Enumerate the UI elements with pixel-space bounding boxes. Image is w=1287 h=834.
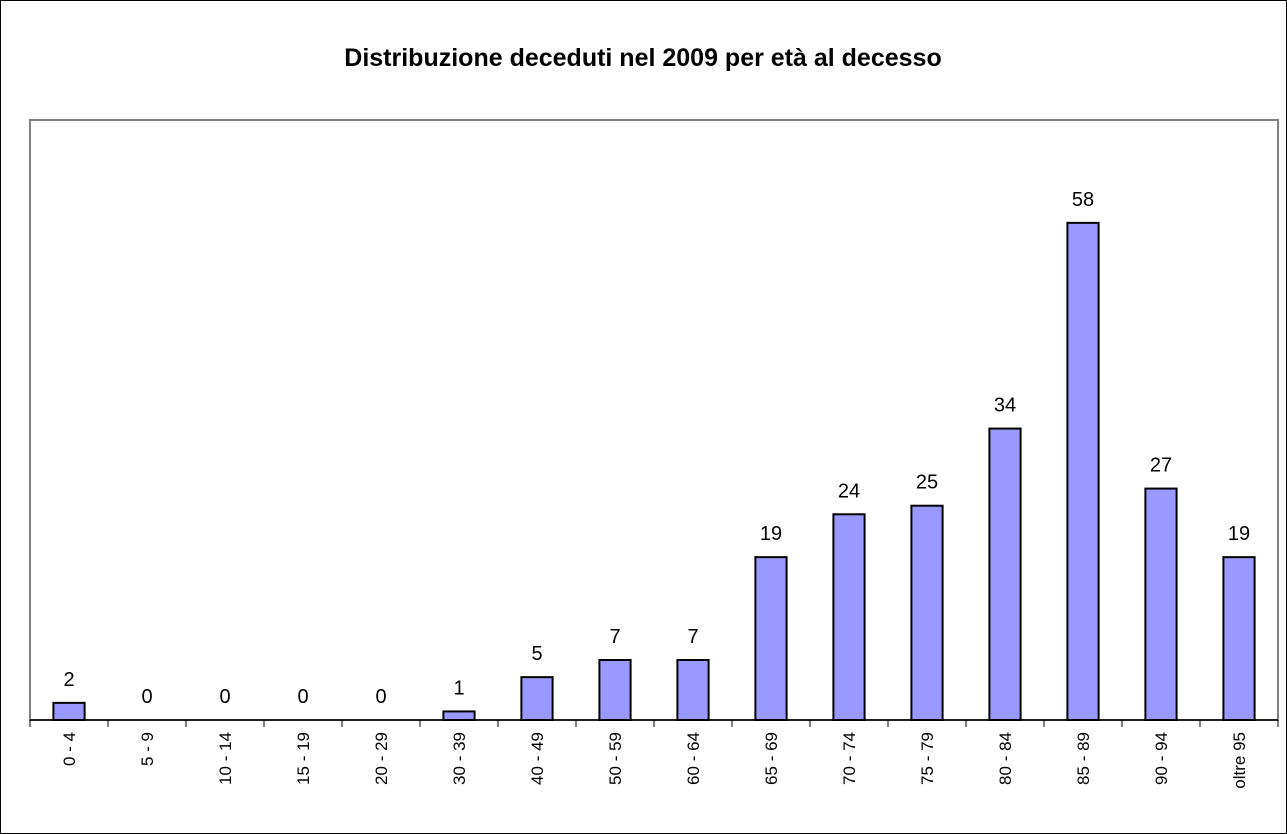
data-label: 19 [760,523,782,545]
x-tick-label: 50 - 59 [606,732,625,785]
data-label: 7 [687,626,698,648]
bar [1222,556,1256,722]
x-tick-label: 60 - 64 [684,732,703,785]
x-tick-label: 30 - 39 [450,732,469,785]
x-tick-label: 85 - 89 [1074,732,1093,785]
data-label: 25 [916,472,938,494]
bar [520,676,554,722]
x-tick-label: 15 - 19 [294,732,313,785]
bar [598,659,632,721]
bar [1144,487,1178,722]
bar [442,710,476,722]
data-label: 0 [297,686,308,708]
data-label: 5 [531,643,542,665]
chart-title: Distribuzione deceduti nel 2009 per età … [344,44,941,72]
data-label: 2 [63,669,74,691]
data-label: 1 [453,677,464,699]
x-tick-label: 65 - 69 [762,732,781,785]
data-label: 0 [219,686,230,708]
data-label: 27 [1150,455,1172,477]
data-label: 24 [838,480,860,502]
bar [910,504,944,722]
x-tick-label: 75 - 79 [918,732,937,785]
data-label: 34 [994,395,1016,417]
x-tick-label: 40 - 49 [528,732,547,785]
data-label: 58 [1072,189,1094,211]
bar [52,701,86,721]
x-tick-label: oltre 95 [1230,732,1249,789]
x-tick-label: 90 - 94 [1152,732,1171,785]
x-tick-label: 5 - 9 [138,732,157,766]
bar [754,556,788,722]
x-tick-label: 10 - 14 [216,732,235,785]
x-tick-label: 20 - 29 [372,732,391,785]
bar [1066,221,1100,721]
x-tick-label: 70 - 74 [840,732,859,785]
data-label: 19 [1228,523,1250,545]
bar [988,427,1022,721]
x-tick-label: 80 - 84 [996,732,1015,785]
data-label: 7 [609,626,620,648]
bar [676,659,710,721]
bar [832,513,866,721]
data-label: 0 [375,686,386,708]
data-label: 0 [141,686,152,708]
x-tick-label: 0 - 4 [60,732,79,766]
